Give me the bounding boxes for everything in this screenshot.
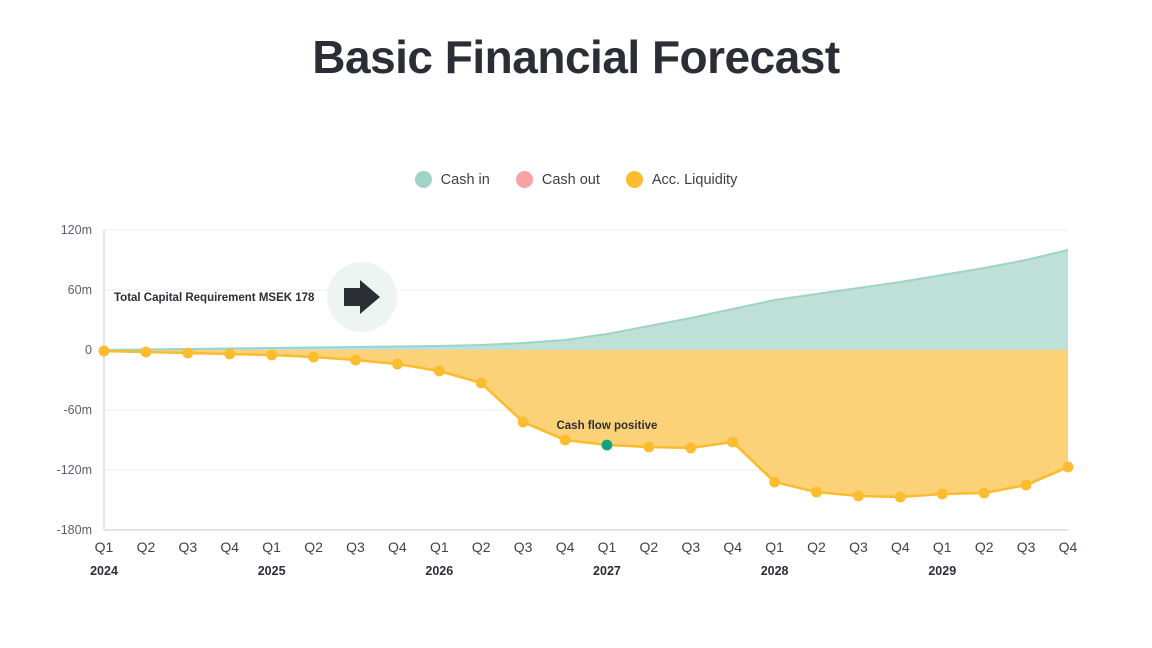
axis-lines — [103, 230, 1068, 531]
legend-label-cash-out: Cash out — [541, 171, 600, 188]
x-axis-tick-label: Q4 — [556, 539, 575, 555]
cash-in-area — [103, 249, 1069, 351]
data-point-marker[interactable] — [727, 436, 739, 448]
data-point-marker[interactable] — [936, 488, 948, 500]
data-point-marker[interactable] — [224, 348, 236, 360]
cash-flow-positive-marker[interactable] — [601, 439, 613, 451]
data-point-marker[interactable] — [140, 346, 152, 358]
data-point-marker[interactable] — [853, 490, 864, 502]
cash-flow-positive-label: Cash flow positive — [556, 420, 657, 432]
y-axis-tick-label: 0 — [85, 343, 92, 357]
y-axis-tick-label: -120m — [57, 463, 92, 477]
y-axis-tick-label: -60m — [64, 403, 92, 417]
x-axis-tick-label: Q4 — [723, 539, 742, 555]
data-point-marker[interactable] — [643, 441, 655, 453]
data-point-marker[interactable] — [182, 347, 194, 359]
data-point-marker[interactable] — [769, 476, 781, 488]
arrow-right-icon[interactable] — [344, 280, 380, 314]
legend-item-cash-in[interactable]: Cash in — [414, 171, 490, 188]
acc-liquidity-area-path — [104, 350, 1068, 497]
x-axis-tick-label: Q1 — [765, 539, 784, 555]
x-axis-tick-label: Q1 — [933, 539, 952, 555]
x-axis-tick-label: Q1 — [95, 539, 114, 555]
legend-item-acc-liquidity[interactable]: Acc. Liquidity — [625, 171, 738, 188]
x-axis-tick-label: Q3 — [346, 539, 365, 555]
legend-label-cash-in: Cash in — [440, 171, 490, 188]
cash-out-swatch-icon — [515, 171, 533, 188]
x-axis-tick-label: Q3 — [1017, 539, 1036, 555]
data-point-marker[interactable] — [1062, 461, 1074, 473]
x-axis-year-label: 2026 — [425, 564, 453, 578]
x-axis-tick-label: Q3 — [849, 539, 868, 555]
legend-label-acc-liquidity: Acc. Liquidity — [651, 171, 738, 188]
data-point-marker[interactable] — [894, 491, 906, 503]
x-axis-tick-label: Q2 — [304, 539, 323, 555]
cash-in-line — [103, 249, 1069, 351]
chart-legend: Cash in Cash out Acc. Liquidity — [0, 171, 1152, 188]
x-axis-tick-label: Q2 — [472, 539, 491, 555]
data-point-marker[interactable] — [1020, 479, 1032, 491]
data-point-marker[interactable] — [559, 434, 571, 446]
x-axis-year-label: 2025 — [258, 564, 286, 578]
x-axis-tick-label: Q2 — [807, 539, 826, 555]
x-axis-tick-label: Q2 — [640, 539, 659, 555]
data-point-marker[interactable] — [685, 442, 697, 454]
capital-requirement-label: Total Capital Requirement MSEK 178 — [114, 292, 315, 304]
x-axis-year-label: 2024 — [90, 564, 118, 578]
x-axis-tick-label: Q4 — [891, 539, 910, 555]
x-axis-tick-label: Q1 — [430, 539, 449, 555]
data-point-marker[interactable] — [811, 486, 822, 498]
x-axis-tick-label: Q2 — [137, 539, 156, 555]
x-axis-tick-label: Q1 — [598, 539, 617, 555]
x-axis-tick-label: Q3 — [514, 539, 533, 555]
x-axis-tick-label: Q3 — [178, 539, 197, 555]
data-point-marker[interactable] — [98, 345, 110, 357]
y-axis-tick-label: 120m — [61, 223, 92, 237]
x-axis-tick-label: Q2 — [975, 539, 994, 555]
data-point-marker[interactable] — [517, 416, 529, 428]
x-axis-tick-label: Q4 — [388, 539, 407, 555]
cash-in-swatch-icon — [414, 171, 432, 188]
acc-liquidity-polyline — [102, 349, 1070, 499]
data-point-marker[interactable] — [266, 349, 278, 361]
x-axis-labels: Q1 Q2 Q3 Q4 Q1 Q2 Q3 Q4 Q1 Q2 Q3 Q4 Q1 Q2 Q3 Q4 Q1 Q2 Q3 Q4… — [90, 539, 1077, 578]
cash-in-area-path — [104, 250, 1068, 350]
acc-liquidity-line — [102, 349, 1070, 499]
y-axis-tick-label: 60m — [68, 283, 92, 297]
annotation-layer: Total Capital Requirement MSEK 178 Cash f… — [114, 262, 657, 432]
data-point-marker[interactable] — [475, 377, 487, 389]
legend-item-cash-out[interactable]: Cash out — [515, 171, 600, 188]
acc-liquidity-swatch-icon — [625, 171, 643, 188]
x-axis-tick-label: Q4 — [1059, 539, 1078, 555]
x-axis-tick-label: Q4 — [220, 539, 239, 555]
x-axis-tick-label: Q1 — [262, 539, 281, 555]
x-axis-tick-label: Q3 — [681, 539, 700, 555]
acc-liquidity-markers[interactable] — [98, 345, 1074, 503]
data-point-marker[interactable] — [978, 487, 990, 499]
acc-liquidity-area — [104, 350, 1068, 497]
data-point-marker[interactable] — [391, 358, 403, 370]
data-point-marker[interactable] — [308, 351, 319, 363]
data-point-marker[interactable] — [350, 354, 361, 366]
y-axis-tick-label: -180m — [57, 523, 92, 537]
data-point-marker[interactable] — [433, 365, 445, 377]
x-axis-year-label: 2029 — [928, 564, 956, 578]
x-axis-year-label: 2027 — [593, 564, 621, 578]
x-axis-year-label: 2028 — [761, 564, 789, 578]
page-title: Basic Financial Forecast — [312, 31, 840, 83]
y-axis-labels: 120m 60m 0 -60m -120m -180m — [57, 223, 92, 537]
